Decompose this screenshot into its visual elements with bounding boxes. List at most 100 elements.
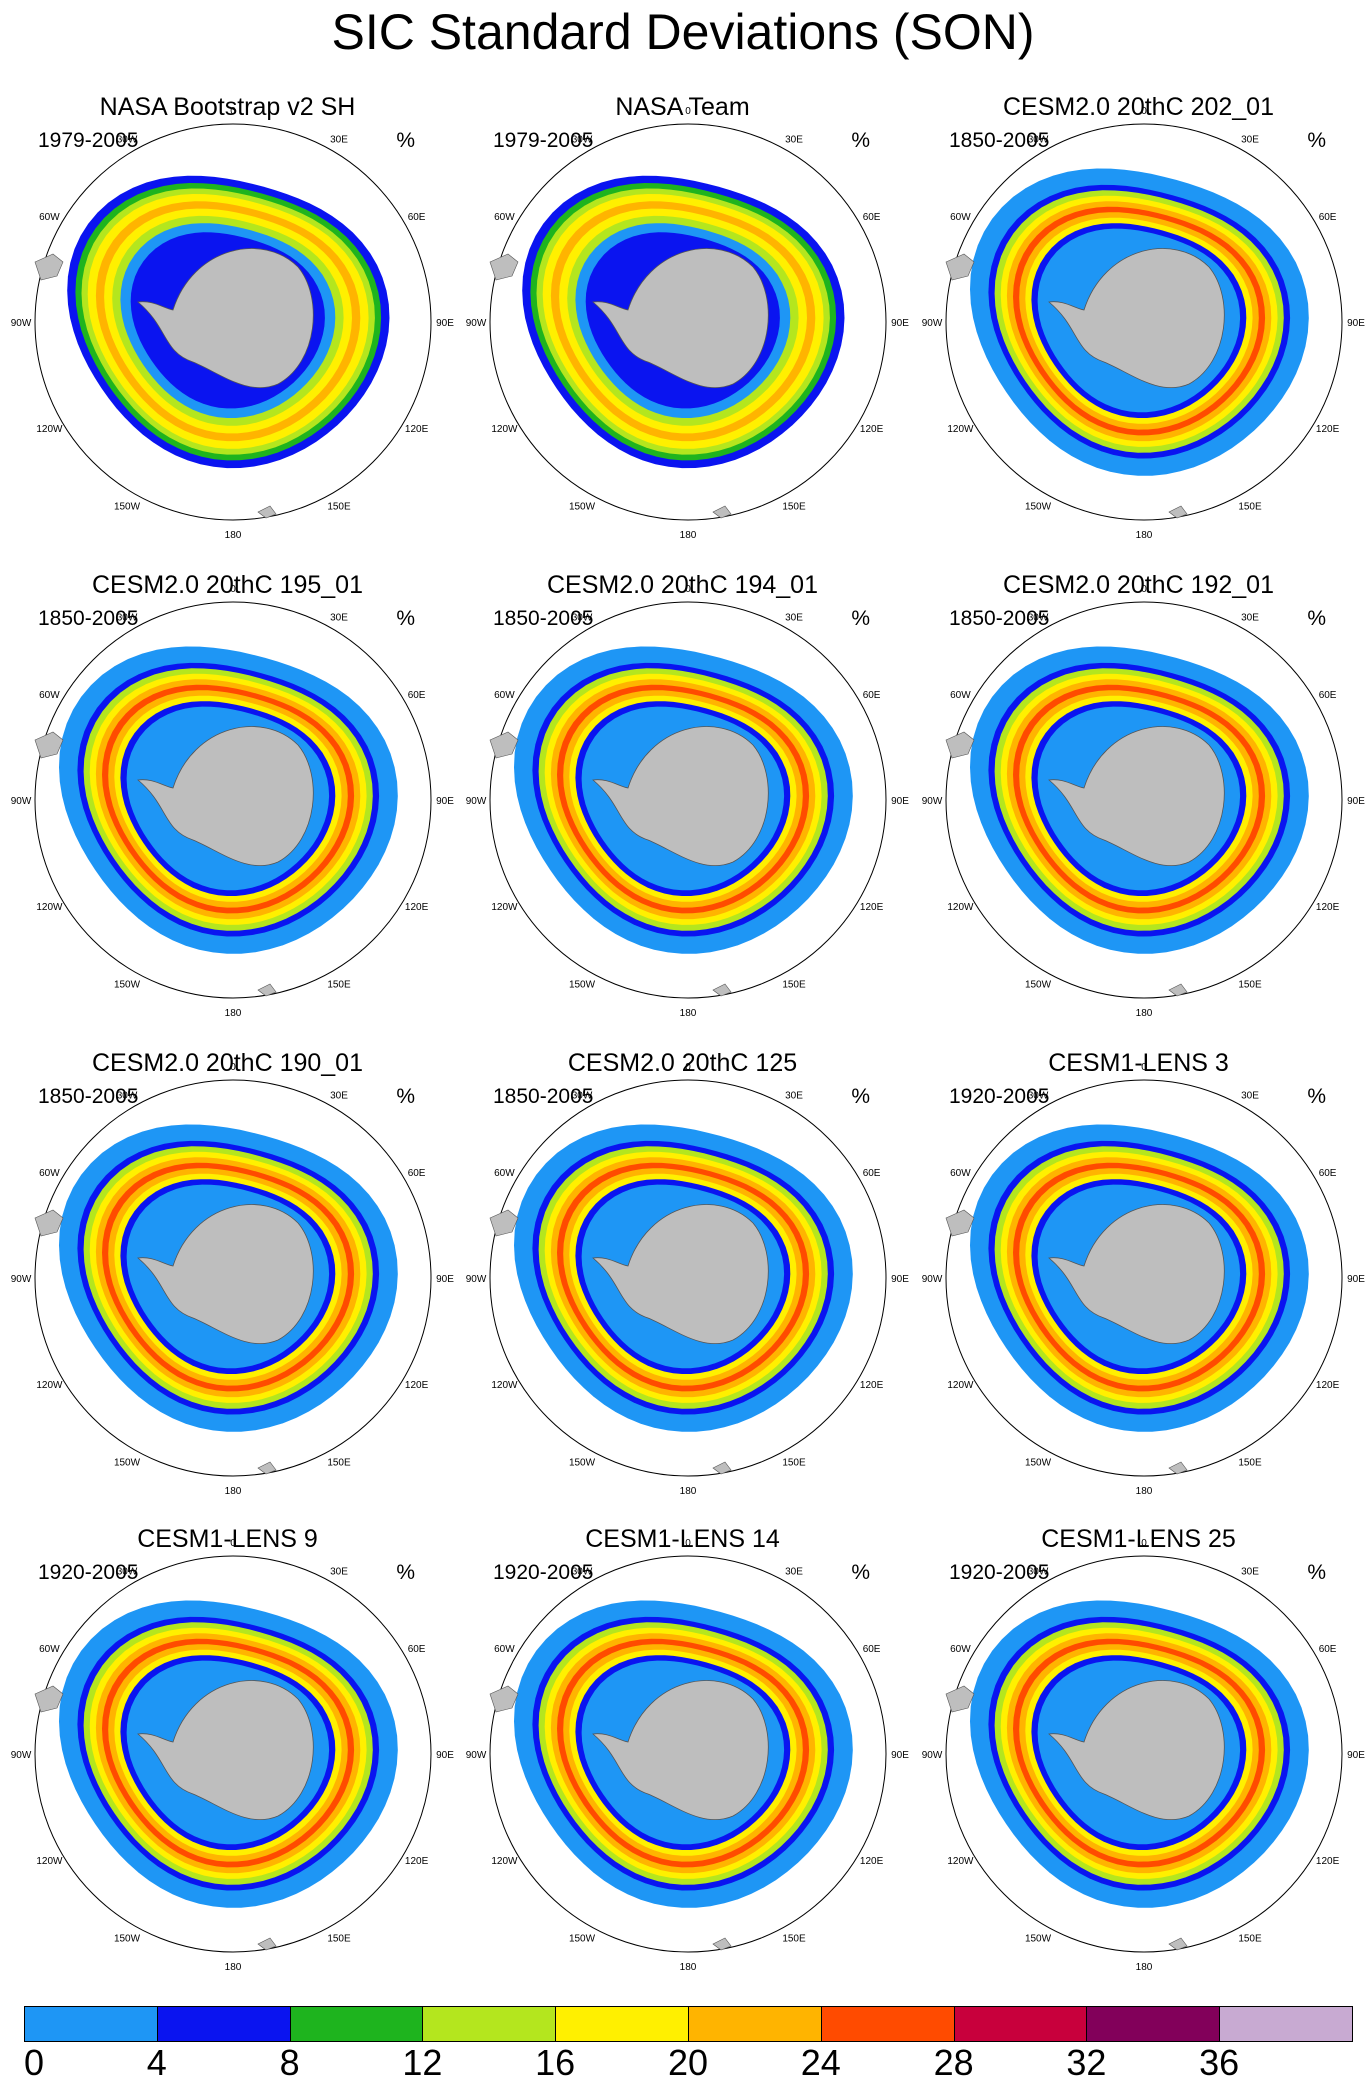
panel-title: CESM2.0 20thC 190_01 [91, 1049, 363, 1077]
longitude-label: 150E [327, 1458, 351, 1469]
longitude-label: 90E [436, 1274, 454, 1285]
longitude-label: 60W [494, 690, 515, 701]
longitude-label: 60E [863, 690, 881, 701]
panel-units: % [396, 1085, 415, 1108]
longitude-label: 90W [11, 796, 32, 807]
panel-period: 1850-2005 [38, 1085, 139, 1108]
panel-title: CESM2.0 20thC 192_01 [1002, 571, 1274, 599]
south-america-tip [489, 253, 519, 281]
longitude-label: 120E [1316, 424, 1340, 435]
polar-map: 0 30E 60E 90E 120E 150E 180 150W 120W 90W 60W 30W [466, 1538, 910, 1973]
south-america-tip [34, 1685, 64, 1713]
longitude-label: 120E [1316, 902, 1340, 913]
polar-map: 0 30E 60E 90E 120E 150E 180 150W 120W 90W 60W 30W [922, 1538, 1366, 1973]
longitude-label: 0 [685, 106, 691, 117]
longitude-label: 90E [436, 796, 454, 807]
longitude-label: 180 [680, 1008, 697, 1019]
panel-title: CESM1-LENS 3 [1048, 1049, 1229, 1077]
colorbar-box [820, 2006, 955, 2042]
panel-period: 1920-2005 [493, 1561, 594, 1584]
longitude-label: 0 [230, 1538, 236, 1549]
longitude-label: 180 [680, 1486, 697, 1497]
longitude-label: 120E [860, 1856, 884, 1867]
longitude-label: 150E [782, 1934, 806, 1945]
longitude-label: 60E [863, 1168, 881, 1179]
longitude-label: 90E [436, 1750, 454, 1761]
new-zealand-island [712, 1937, 732, 1951]
panel-title: NASA Bootstrap v2 SH [99, 93, 356, 121]
colorbar-label: 16 [535, 2042, 576, 2083]
antarctica-landmass [592, 726, 769, 867]
longitude-label: 60W [39, 690, 60, 701]
panel-units: % [1307, 1561, 1326, 1584]
panel-units: % [396, 1561, 415, 1584]
longitude-label: 150W [114, 980, 141, 991]
longitude-label: 180 [225, 530, 242, 541]
longitude-label: 90W [466, 318, 487, 329]
longitude-label: 30E [785, 612, 803, 623]
longitude-label: 90W [922, 1274, 943, 1285]
panel-units: % [396, 129, 415, 152]
longitude-label: 30E [785, 1566, 803, 1577]
longitude-label: 90E [1347, 796, 1365, 807]
longitude-label: 0 [1141, 584, 1147, 595]
map-panel: 0 30E 60E 90E 120E 150E 180 150W 120W 90W 60W 30W CE… [455, 1524, 910, 2002]
longitude-label: 120E [860, 1380, 884, 1391]
longitude-label: 150W [569, 980, 596, 991]
longitude-label: 30W [117, 1566, 138, 1577]
longitude-label: 150E [327, 502, 351, 513]
panel-period: 1920-2005 [38, 1561, 139, 1584]
longitude-label: 30W [1028, 612, 1049, 623]
longitude-label: 60W [494, 212, 515, 223]
panel-units: % [851, 1561, 870, 1584]
longitude-label: 150W [1025, 502, 1052, 513]
longitude-label: 0 [1141, 1538, 1147, 1549]
map-panel: 0 30E 60E 90E 120E 150E 180 150W 120W 90W 60W 30W CE… [911, 1524, 1366, 2002]
longitude-label: 120W [36, 424, 63, 435]
new-zealand-island [257, 1937, 277, 1951]
longitude-label: 180 [1136, 1008, 1153, 1019]
panel-units: % [851, 1085, 870, 1108]
new-zealand-island [1168, 1937, 1188, 1951]
south-america-tip [945, 731, 975, 759]
polar-map: 0 30E 60E 90E 120E 150E 180 150W 120W 90W 60W 30W [922, 106, 1366, 541]
colorbar-label: 28 [933, 2042, 974, 2083]
longitude-label: 150W [1025, 980, 1052, 991]
longitude-label: 60E [1319, 690, 1337, 701]
panel-title: CESM1-LENS 9 [137, 1525, 318, 1553]
panel-period: 1920-2005 [949, 1561, 1050, 1584]
panel-period: 1850-2005 [949, 129, 1050, 152]
panel-title: CESM2.0 20thC 194_01 [546, 571, 818, 599]
longitude-label: 60W [494, 1644, 515, 1655]
longitude-label: 60E [1319, 1644, 1337, 1655]
longitude-label: 60E [1319, 212, 1337, 223]
longitude-label: 150E [1238, 1934, 1262, 1945]
longitude-label: 120E [405, 424, 429, 435]
new-zealand-island [712, 505, 732, 519]
colorbar-box [1219, 2006, 1353, 2042]
longitude-label: 30E [1241, 134, 1259, 145]
panel-title: CESM2.0 20thC 202_01 [1002, 93, 1274, 121]
panel-title: CESM1-LENS 14 [585, 1525, 780, 1553]
polar-map: 0 30E 60E 90E 120E 150E 180 150W 120W 90W 60W 30W [11, 106, 455, 541]
panel-period: 1920-2005 [949, 1085, 1050, 1108]
longitude-label: 90E [436, 318, 454, 329]
longitude-label: 90W [922, 1750, 943, 1761]
longitude-label: 120E [405, 1380, 429, 1391]
new-zealand-island [712, 983, 732, 997]
antarctica-landmass [137, 1204, 314, 1345]
antarctica-landmass [137, 1680, 314, 1821]
longitude-label: 180 [1136, 530, 1153, 541]
colorbar [24, 2006, 1353, 2042]
longitude-label: 0 [230, 584, 236, 595]
longitude-label: 30E [1241, 1566, 1259, 1577]
longitude-label: 90W [922, 318, 943, 329]
panel-period: 1850-2005 [38, 607, 139, 630]
colorbar-box [688, 2006, 822, 2042]
longitude-label: 30W [572, 1090, 593, 1101]
colorbar-box [156, 2006, 291, 2042]
longitude-label: 120W [947, 424, 974, 435]
longitude-label: 150W [114, 1934, 141, 1945]
longitude-label: 30E [330, 134, 348, 145]
longitude-label: 150W [114, 502, 141, 513]
